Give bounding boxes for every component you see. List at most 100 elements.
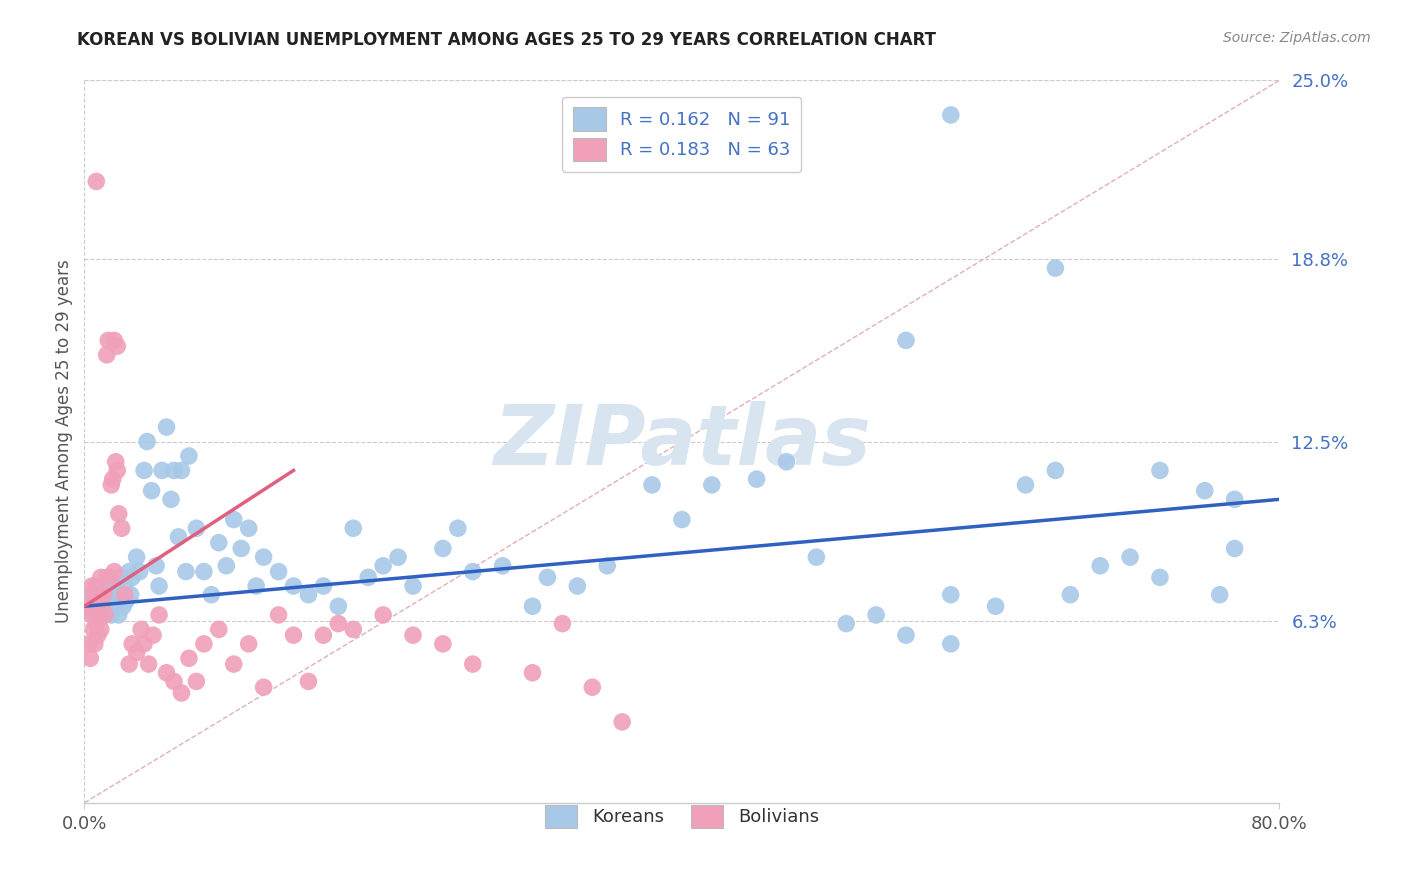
Point [163, 674, 186, 689]
Point [174, 565, 197, 579]
Point [283, 579, 305, 593]
Point [894, 334, 917, 348]
Point [93, 588, 115, 602]
Point [939, 637, 962, 651]
Point [80, 579, 103, 593]
Point [177, 449, 200, 463]
Point [461, 565, 484, 579]
Point [128, 565, 150, 579]
Text: KOREAN VS BOLIVIAN UNEMPLOYMENT AMONG AGES 25 TO 29 YEARS CORRELATION CHART: KOREAN VS BOLIVIAN UNEMPLOYMENT AMONG AG… [77, 31, 936, 49]
Point [551, 616, 574, 631]
Point [835, 616, 858, 631]
Point [267, 607, 290, 622]
Point [231, 541, 253, 556]
Point [238, 521, 260, 535]
Point [90, 623, 112, 637]
Point [1119, 550, 1142, 565]
Point [100, 607, 122, 622]
Point [186, 521, 208, 535]
Point [167, 530, 190, 544]
Point [1149, 570, 1171, 584]
Point [297, 588, 319, 602]
Point [432, 637, 454, 651]
Point [103, 565, 125, 579]
Point [114, 588, 136, 602]
Point [86, 599, 108, 614]
Point [402, 579, 425, 593]
Point [160, 492, 183, 507]
Point [342, 521, 364, 535]
Point [132, 463, 156, 477]
Point [145, 558, 167, 573]
Point [118, 565, 141, 579]
Point [253, 550, 276, 565]
Point [112, 599, 135, 614]
Point [98, 570, 121, 584]
Point [129, 623, 152, 637]
Point [105, 339, 128, 353]
Point [121, 570, 143, 584]
Point [83, 599, 105, 614]
Point [90, 570, 112, 584]
Point [193, 637, 215, 651]
Point [136, 434, 159, 449]
Point [775, 455, 797, 469]
Point [939, 588, 962, 602]
Point [312, 579, 335, 593]
Point [222, 657, 245, 671]
Y-axis label: Unemployment Among Ages 25 to 29 years: Unemployment Among Ages 25 to 29 years [55, 260, 73, 624]
Point [671, 512, 693, 526]
Point [111, 521, 134, 535]
Point [132, 637, 156, 651]
Point [432, 541, 454, 556]
Point [111, 588, 134, 602]
Point [939, 108, 962, 122]
Point [267, 565, 290, 579]
Point [186, 674, 208, 689]
Point [76, 599, 98, 614]
Point [97, 334, 120, 348]
Point [96, 570, 118, 584]
Point [245, 579, 267, 593]
Point [89, 588, 111, 602]
Point [155, 665, 177, 680]
Point [1194, 483, 1216, 498]
Point [402, 628, 425, 642]
Point [101, 599, 124, 614]
Point [170, 686, 193, 700]
Point [104, 579, 127, 593]
Point [125, 550, 148, 565]
Point [83, 637, 105, 651]
Point [98, 584, 121, 599]
Point [125, 646, 148, 660]
Point [1045, 261, 1067, 276]
Point [208, 623, 231, 637]
Point [141, 483, 163, 498]
Point [110, 570, 132, 584]
Point [1209, 588, 1232, 602]
Point [387, 550, 409, 565]
Point [641, 478, 664, 492]
Text: ZIPatlas: ZIPatlas [494, 401, 870, 482]
Point [150, 463, 173, 477]
Point [806, 550, 828, 565]
Point [373, 558, 395, 573]
Point [86, 174, 108, 188]
Point [87, 628, 110, 642]
Point [86, 616, 108, 631]
Point [89, 607, 111, 622]
Point [79, 651, 101, 665]
Point [121, 637, 143, 651]
Point [865, 607, 887, 622]
Point [77, 637, 100, 651]
Point [1059, 588, 1081, 602]
Point [94, 607, 117, 622]
Point [447, 521, 470, 535]
Point [328, 599, 350, 614]
Point [596, 558, 619, 573]
Point [894, 628, 917, 642]
Point [103, 588, 125, 602]
Point [612, 714, 634, 729]
Point [745, 472, 768, 486]
Point [1149, 463, 1171, 477]
